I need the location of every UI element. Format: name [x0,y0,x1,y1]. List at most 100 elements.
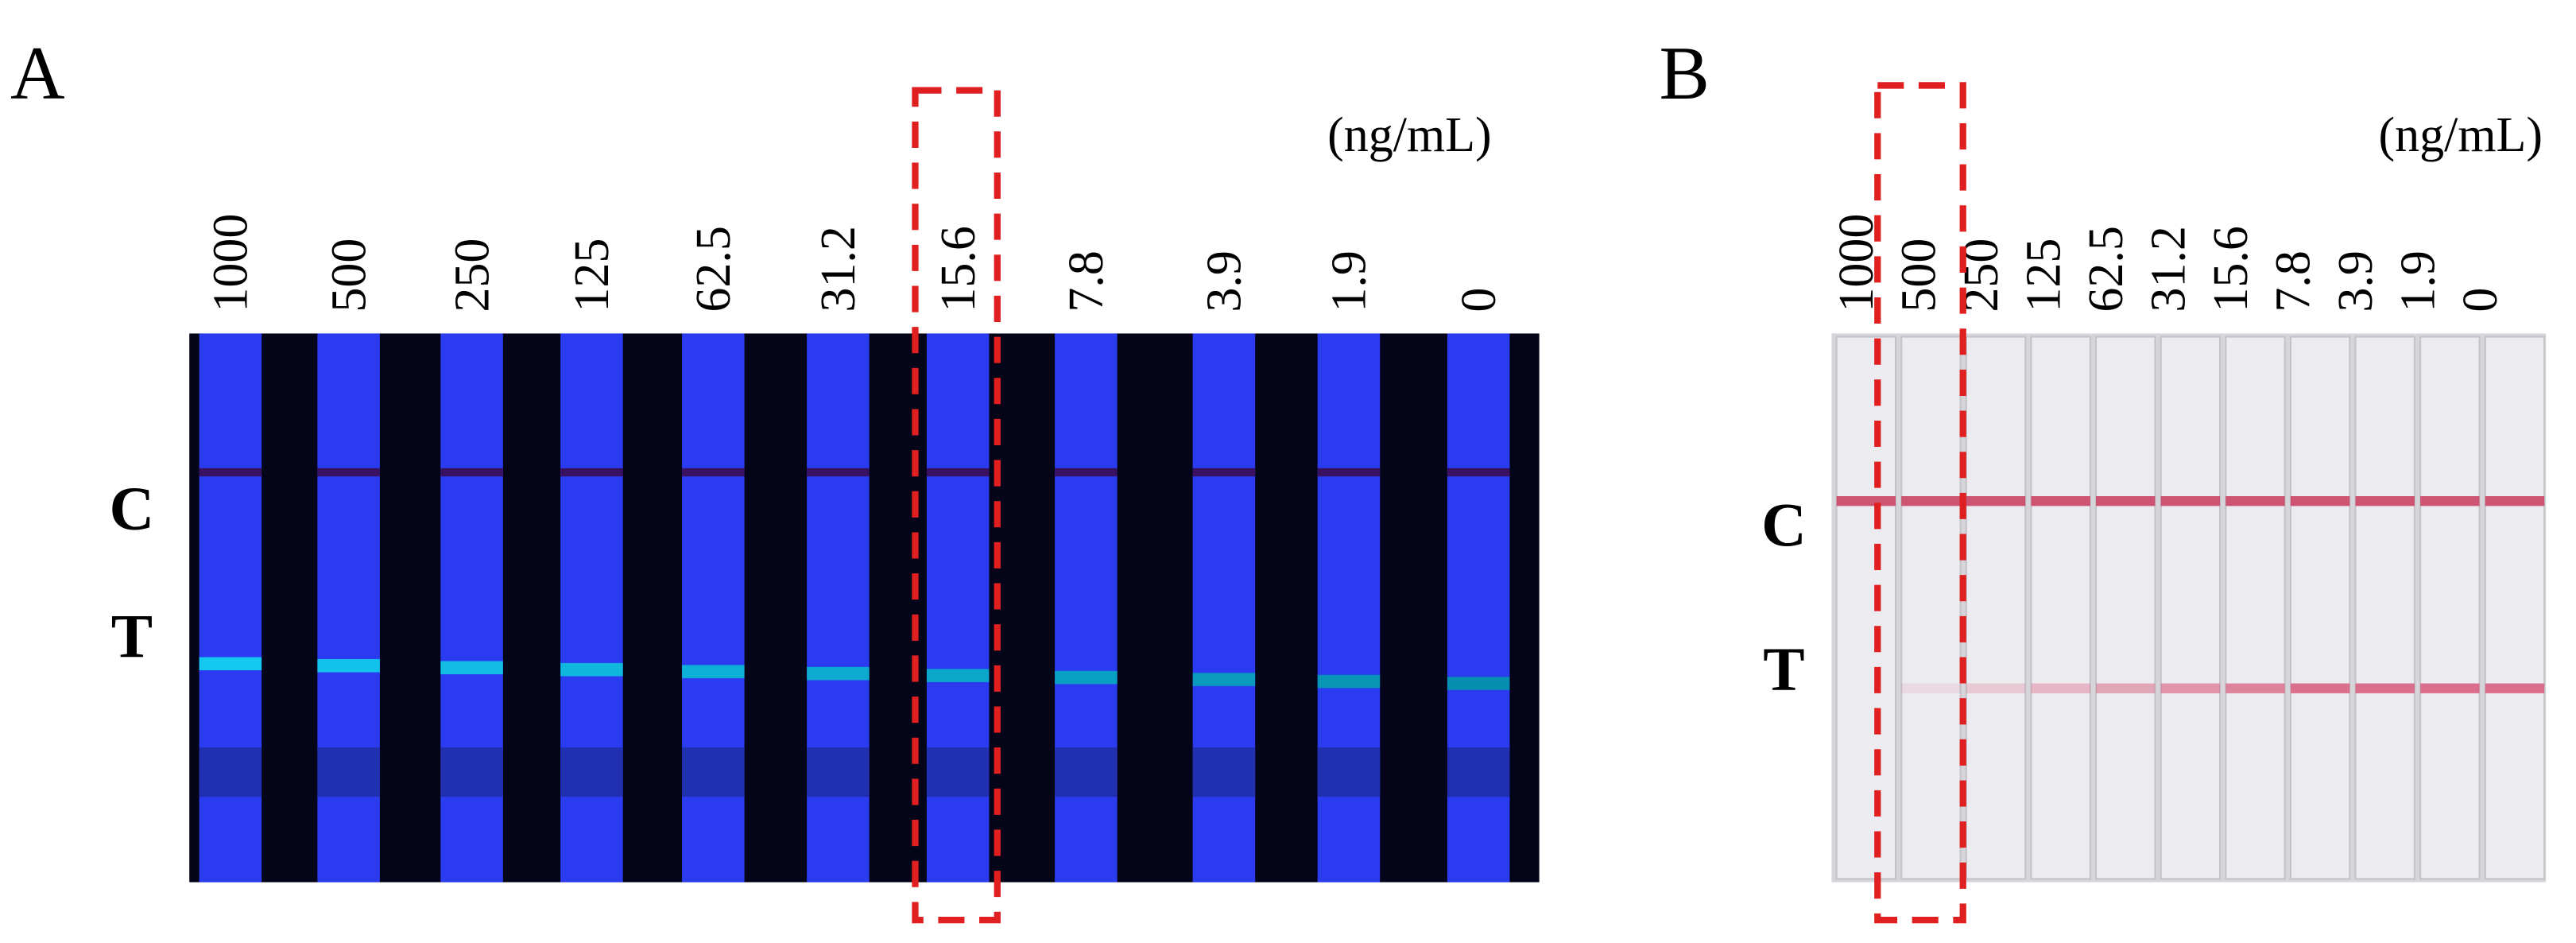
concentration-label: 7.8 [1059,250,1114,312]
concentration-label: 31.2 [812,226,866,312]
test-strip [2225,336,2286,880]
pad-band [1317,747,1381,797]
test-line [807,666,870,681]
concentration-label: 125 [2017,239,2071,312]
test-strip [2095,336,2156,880]
row-label: C [1761,490,1807,559]
test-line [682,665,745,678]
concentration-label: 1.9 [1323,250,1377,312]
test-strip [440,333,503,883]
control-line [560,468,623,477]
test-line [1447,677,1510,690]
test-line [2160,683,2221,693]
concentration-label: 500 [1892,239,1947,312]
test-line [199,657,262,671]
control-line [2160,495,2221,506]
pad-band [1192,747,1256,797]
test-line [1192,673,1256,686]
test-strip [1835,336,1897,880]
concentration-label: 3.9 [1198,250,1252,312]
test-strip [199,333,262,883]
row-label: T [1763,634,1804,704]
concentration-label: 15.6 [932,226,986,312]
control-line [1966,495,2026,506]
control-line [2031,495,2090,506]
concentration-label: 0 [2454,288,2508,312]
highlight-box [1874,82,1966,924]
unit-label: (ng/mL) [2379,108,2543,162]
concentration-label: 250 [445,239,499,312]
test-strip [926,333,990,883]
control-line [1317,468,1381,477]
pad-band [199,747,262,797]
test-line [2031,683,2090,693]
test-line [1966,683,2026,693]
control-line [199,468,262,477]
row-label: T [111,601,153,670]
panel-label: A [10,31,65,115]
control-line [1836,495,1896,506]
panel-a: A (ng/mL) C T 1000 500 250 125 62.5 31.2 15.6 7… [10,31,1540,924]
test-line [2485,683,2545,693]
control-line [1901,495,1961,506]
pad-band [560,747,623,797]
panel-label: B [1659,31,1709,115]
test-line [1055,670,1118,685]
test-strip [1055,333,1118,883]
concentration-label: 500 [322,239,376,312]
test-line [2290,683,2350,693]
test-strip [2419,336,2481,880]
concentration-label: 62.5 [687,226,741,312]
concentration-label: 62.5 [2079,226,2133,312]
pad-band [440,747,503,797]
test-strip [2160,336,2222,880]
pad-band [1055,747,1118,797]
concentration-label: 3.9 [2329,250,2383,312]
test-strip [807,333,870,883]
control-line [1055,468,1118,477]
concentration-label: 7.8 [2267,250,2321,312]
test-line [2225,683,2285,693]
pad-band [807,747,870,797]
test-strip [2484,336,2546,880]
test-line [317,658,380,673]
test-line [1901,683,1961,693]
highlight-box [912,87,1001,924]
pad-band [682,747,745,797]
control-line [682,468,745,477]
pad-band [317,747,380,797]
control-line [440,468,503,477]
control-line [317,468,380,477]
test-line [440,661,503,674]
test-line [2096,683,2156,693]
test-strip [2030,336,2091,880]
pad-band [926,747,990,797]
concentration-label: 15.6 [2204,226,2258,312]
control-line [1447,468,1510,477]
unit-label: (ng/mL) [1327,108,1492,162]
test-strip [1447,333,1510,883]
test-strip [560,333,623,883]
control-line [1192,468,1256,477]
concentration-label: 125 [565,239,619,312]
test-strip [2354,336,2415,880]
control-line [2290,495,2350,506]
test-strip [1900,336,1962,880]
test-strip [317,333,380,883]
control-line [926,468,990,477]
control-line [2225,495,2285,506]
control-line [2096,495,2156,506]
test-strip [682,333,745,883]
concentration-label: 0 [1452,288,1506,312]
pad-band [1447,747,1510,797]
control-line [2355,495,2415,506]
panel-b: B (ng/mL) C T 1000 500 250 125 62.5 31.2 15.6 7… [1659,31,2547,924]
control-line [807,468,870,477]
control-line [2420,495,2480,506]
test-strip [1192,333,1256,883]
test-strip [2289,336,2351,880]
concentration-label: 1000 [204,214,258,312]
concentration-label: 1.9 [2392,250,2446,312]
control-line [2485,495,2545,506]
